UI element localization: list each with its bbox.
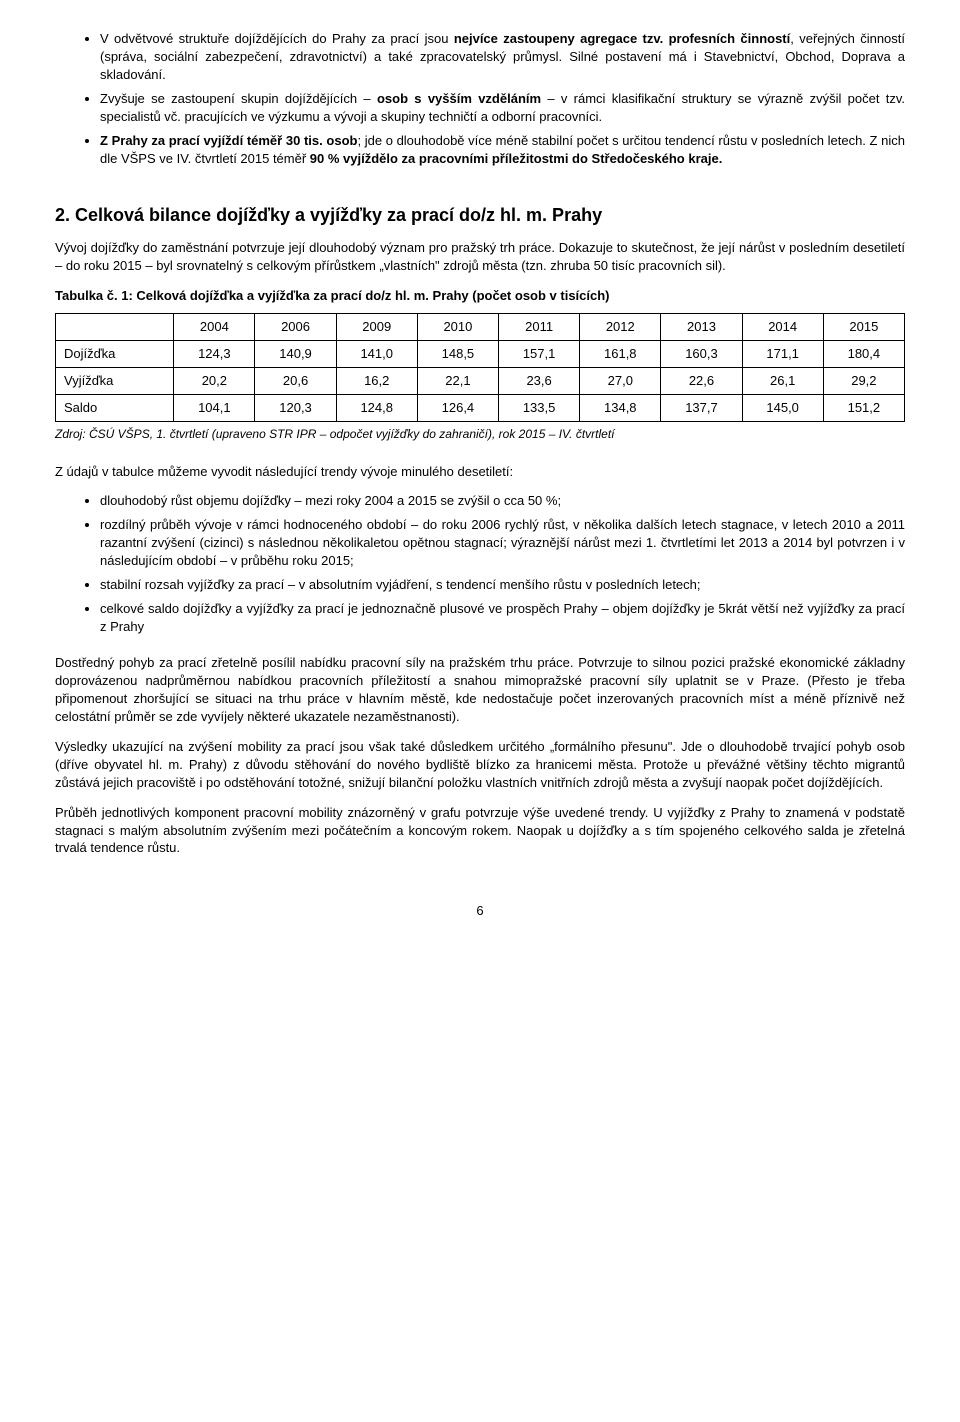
- list-item: V odvětvové struktuře dojíždějících do P…: [100, 30, 905, 84]
- table-cell: 20,6: [255, 368, 336, 395]
- table-cell: 171,1: [742, 341, 823, 368]
- trends-intro: Z údajů v tabulce můžeme vyvodit následu…: [55, 463, 905, 481]
- body-paragraph: Dostředný pohyb za prací zřetelně posíli…: [55, 654, 905, 726]
- text-bold: 90 % vyjíždělo za pracovními příležitost…: [310, 151, 723, 166]
- table-cell: 22,1: [417, 368, 498, 395]
- table-cell: 124,8: [336, 395, 417, 422]
- table-cell: 104,1: [174, 395, 255, 422]
- table-year: 2015: [823, 314, 904, 341]
- table-year: 2012: [580, 314, 661, 341]
- body-paragraph: Průběh jednotlivých komponent pracovní m…: [55, 804, 905, 858]
- table-cell: 124,3: [174, 341, 255, 368]
- table-cell: 161,8: [580, 341, 661, 368]
- section-heading: 2. Celková bilance dojížďky a vyjížďky z…: [55, 203, 905, 228]
- table-header-row: 2004 2006 2009 2010 2011 2012 2013 2014 …: [56, 314, 905, 341]
- table-year: 2006: [255, 314, 336, 341]
- body-paragraph: Výsledky ukazující na zvýšení mobility z…: [55, 738, 905, 792]
- page-content: V odvětvové struktuře dojíždějících do P…: [0, 0, 960, 960]
- table-cell: 140,9: [255, 341, 336, 368]
- table-cell: 120,3: [255, 395, 336, 422]
- text: V odvětvové struktuře dojíždějících do P…: [100, 31, 454, 46]
- table-cell: 160,3: [661, 341, 742, 368]
- text-bold: nejvíce zastoupeny agregace tzv. profesn…: [454, 31, 790, 46]
- table-cell: 134,8: [580, 395, 661, 422]
- table-cell: 22,6: [661, 368, 742, 395]
- table-source: Zdroj: ČSÚ VŠPS, 1. čtvrtletí (upraveno …: [55, 426, 905, 443]
- table-cell: 26,1: [742, 368, 823, 395]
- table-cell: 145,0: [742, 395, 823, 422]
- top-bullet-list: V odvětvové struktuře dojíždějících do P…: [55, 30, 905, 168]
- page-number: 6: [55, 902, 905, 920]
- table-cell: 148,5: [417, 341, 498, 368]
- table-year: 2014: [742, 314, 823, 341]
- table-year: 2013: [661, 314, 742, 341]
- table-cell: 151,2: [823, 395, 904, 422]
- intro-paragraph: Vývoj dojížďky do zaměstnání potvrzuje j…: [55, 239, 905, 275]
- table-year: 2004: [174, 314, 255, 341]
- table-cell: 27,0: [580, 368, 661, 395]
- table-row-label: Vyjížďka: [56, 368, 174, 395]
- text: Zvyšuje se zastoupení skupin dojíždějící…: [100, 91, 377, 106]
- table-year: 2009: [336, 314, 417, 341]
- table-title: Tabulka č. 1: Celková dojížďka a vyjížďk…: [55, 287, 905, 305]
- data-table: 2004 2006 2009 2010 2011 2012 2013 2014 …: [55, 313, 905, 422]
- text-bold: Z Prahy za prací vyjíždí téměř 30 tis. o…: [100, 133, 357, 148]
- table-year: 2010: [417, 314, 498, 341]
- table-cell: 23,6: [499, 368, 580, 395]
- list-item: rozdílný průběh vývoje v rámci hodnocené…: [100, 516, 905, 570]
- table-year: 2011: [499, 314, 580, 341]
- table-cell: 126,4: [417, 395, 498, 422]
- list-item: celkové saldo dojížďky a vyjížďky za pra…: [100, 600, 905, 636]
- table-cell: 141,0: [336, 341, 417, 368]
- table-row: Saldo 104,1 120,3 124,8 126,4 133,5 134,…: [56, 395, 905, 422]
- table-row-label: Dojížďka: [56, 341, 174, 368]
- table-row-label: Saldo: [56, 395, 174, 422]
- list-item: Zvyšuje se zastoupení skupin dojíždějící…: [100, 90, 905, 126]
- table-cell: 157,1: [499, 341, 580, 368]
- text-bold: osob s vyšším vzděláním: [377, 91, 541, 106]
- table-cell: 133,5: [499, 395, 580, 422]
- table-cell: 137,7: [661, 395, 742, 422]
- table-row: Vyjížďka 20,2 20,6 16,2 22,1 23,6 27,0 2…: [56, 368, 905, 395]
- list-item: stabilní rozsah vyjížďky za prací – v ab…: [100, 576, 905, 594]
- table-cell: 20,2: [174, 368, 255, 395]
- list-item: dlouhodobý růst objemu dojížďky – mezi r…: [100, 492, 905, 510]
- table-cell: 29,2: [823, 368, 904, 395]
- mid-bullet-list: dlouhodobý růst objemu dojížďky – mezi r…: [55, 492, 905, 636]
- table-cell: 180,4: [823, 341, 904, 368]
- table-corner-cell: [56, 314, 174, 341]
- table-cell: 16,2: [336, 368, 417, 395]
- list-item: Z Prahy za prací vyjíždí téměř 30 tis. o…: [100, 132, 905, 168]
- table-row: Dojížďka 124,3 140,9 141,0 148,5 157,1 1…: [56, 341, 905, 368]
